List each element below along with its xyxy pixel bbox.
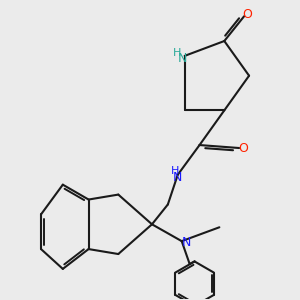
Text: O: O	[239, 142, 249, 154]
Text: O: O	[242, 8, 252, 21]
Text: H: H	[171, 166, 179, 176]
Text: N: N	[173, 171, 182, 184]
Text: N: N	[182, 236, 191, 249]
Text: N: N	[178, 52, 187, 65]
Text: H: H	[173, 48, 182, 58]
